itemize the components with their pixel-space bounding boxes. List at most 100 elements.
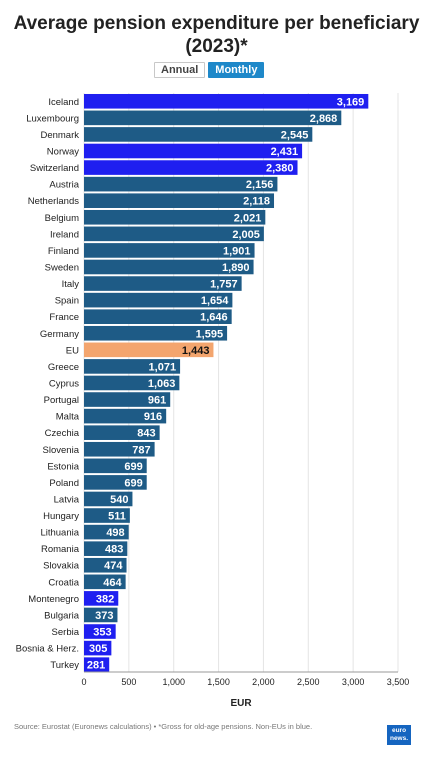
bar bbox=[84, 93, 369, 109]
bar bbox=[84, 160, 298, 175]
category-label: Bosnia & Herz. bbox=[16, 644, 79, 655]
category-label: Luxembourg bbox=[26, 113, 79, 124]
value-label: 474 bbox=[104, 560, 123, 572]
value-label: 2,431 bbox=[271, 146, 299, 158]
bar bbox=[84, 657, 110, 672]
value-label: 373 bbox=[95, 610, 113, 622]
category-label: Germany bbox=[40, 329, 79, 340]
value-label: 305 bbox=[89, 643, 107, 655]
value-label: 2,005 bbox=[232, 229, 260, 241]
bar bbox=[84, 458, 147, 474]
value-label: 1,654 bbox=[201, 295, 229, 307]
category-label: Turkey bbox=[50, 660, 79, 671]
chart-title: Average pension expenditure per benefici… bbox=[13, 13, 420, 57]
category-label: Iceland bbox=[48, 97, 79, 108]
category-label: Serbia bbox=[52, 627, 80, 638]
bar bbox=[84, 193, 275, 209]
euronews-logo: euro news. bbox=[387, 725, 411, 745]
bar bbox=[84, 110, 342, 126]
value-label: 2,021 bbox=[234, 212, 262, 224]
category-label: Cyprus bbox=[49, 378, 79, 389]
value-label: 787 bbox=[132, 444, 150, 456]
value-label: 961 bbox=[148, 395, 166, 407]
bar bbox=[84, 508, 130, 523]
category-label: Belgium bbox=[45, 213, 79, 224]
x-axis-title: EUR bbox=[230, 698, 252, 709]
bar bbox=[84, 475, 147, 490]
x-tick-label: 0 bbox=[81, 677, 86, 687]
value-label: 1,646 bbox=[200, 312, 228, 324]
category-label: Sweden bbox=[45, 262, 79, 273]
value-label: 916 bbox=[144, 411, 162, 423]
annual-tab[interactable]: Annual bbox=[154, 62, 206, 78]
logo-text: euro news. bbox=[389, 727, 409, 742]
value-label: 1,071 bbox=[149, 361, 177, 373]
category-label: Netherlands bbox=[28, 196, 79, 207]
category-label: France bbox=[49, 312, 79, 323]
category-label: Greece bbox=[48, 362, 79, 373]
category-label: Romania bbox=[41, 544, 80, 555]
category-label: Switzerland bbox=[30, 163, 79, 174]
value-label: 483 bbox=[105, 544, 123, 556]
value-label: 2,156 bbox=[246, 179, 274, 191]
value-label: 2,868 bbox=[310, 113, 338, 125]
category-label: Finland bbox=[48, 246, 79, 257]
monthly-tab[interactable]: Monthly bbox=[208, 62, 265, 78]
x-tick-label: 1,000 bbox=[162, 677, 185, 687]
category-label: Hungary bbox=[43, 511, 79, 522]
category-label: Lithuania bbox=[40, 528, 79, 539]
value-label: 1,595 bbox=[196, 328, 224, 340]
x-tick-label: 3,500 bbox=[387, 677, 410, 687]
bar bbox=[84, 292, 233, 308]
bar bbox=[84, 143, 303, 159]
category-label: Slovenia bbox=[43, 445, 80, 456]
bar bbox=[84, 243, 255, 258]
bar bbox=[84, 325, 228, 341]
bar bbox=[84, 209, 266, 225]
bar bbox=[84, 392, 171, 407]
category-label: Czechia bbox=[45, 428, 80, 439]
bar bbox=[84, 591, 119, 606]
bar bbox=[84, 359, 181, 374]
category-label: EU bbox=[66, 345, 79, 356]
category-label: Ireland bbox=[50, 229, 79, 240]
bar bbox=[84, 176, 278, 192]
x-tick-label: 500 bbox=[121, 677, 136, 687]
category-label: Austria bbox=[49, 180, 79, 191]
value-label: 498 bbox=[106, 527, 124, 539]
bar bbox=[84, 624, 116, 639]
category-label: Portugal bbox=[44, 395, 79, 406]
bar bbox=[84, 557, 127, 573]
category-label: Denmark bbox=[40, 130, 79, 141]
bar bbox=[84, 276, 242, 291]
source-note: Source: Eurostat (Euronews calculations)… bbox=[14, 722, 313, 731]
bar bbox=[84, 425, 160, 440]
bar bbox=[84, 640, 112, 656]
value-label: 1,757 bbox=[210, 279, 238, 291]
value-label: 1,443 bbox=[182, 345, 210, 357]
value-label: 699 bbox=[124, 461, 142, 473]
category-label: Norway bbox=[47, 146, 79, 157]
bar bbox=[84, 375, 180, 391]
bar bbox=[84, 342, 214, 358]
value-label: 281 bbox=[87, 660, 105, 672]
x-tick-label: 3,000 bbox=[342, 677, 365, 687]
value-label: 2,545 bbox=[281, 129, 309, 141]
category-label: Malta bbox=[56, 412, 80, 423]
category-label: Spain bbox=[55, 296, 79, 307]
value-label: 382 bbox=[96, 593, 114, 605]
value-label: 2,380 bbox=[266, 163, 294, 175]
bar bbox=[84, 524, 129, 540]
bar bbox=[84, 226, 264, 242]
bar bbox=[84, 491, 133, 507]
bar bbox=[84, 574, 126, 590]
value-label: 2,118 bbox=[243, 196, 270, 208]
value-label: 699 bbox=[124, 477, 142, 489]
category-label: Bulgaria bbox=[44, 610, 80, 621]
x-tick-label: 2,000 bbox=[252, 677, 275, 687]
bar bbox=[84, 259, 254, 275]
bar bbox=[84, 441, 155, 457]
category-label: Poland bbox=[49, 478, 79, 489]
bar bbox=[84, 127, 313, 142]
